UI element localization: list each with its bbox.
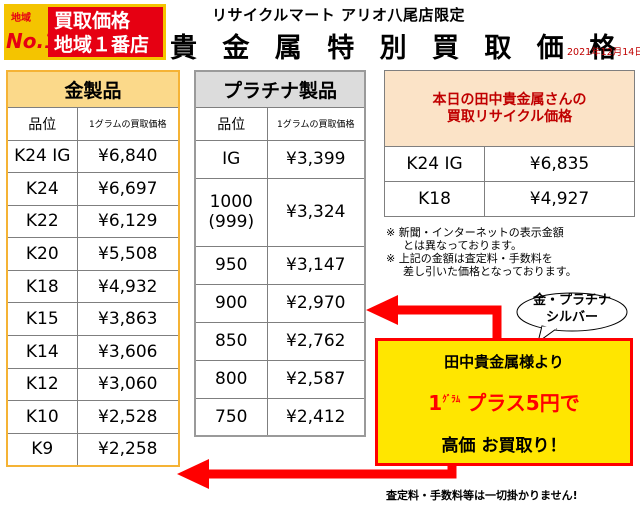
table-row: K14 ¥3,606 — [6, 335, 180, 369]
table-row: IG ¥3,399 — [194, 139, 366, 179]
platinum-col-grade: 品位 — [194, 106, 268, 141]
grade-cell: 950 — [194, 245, 268, 285]
table-row: K20 ¥5,508 — [6, 237, 180, 271]
price-cell: ¥6,840 — [76, 139, 180, 174]
table-row: 1000 (999) ¥3,324 — [194, 177, 366, 247]
price-cell: ¥4,932 — [76, 269, 180, 304]
note-line: ※ 新聞・インターネットの表示金額 — [386, 226, 564, 239]
promo-line1: 田中貴金属様より — [444, 353, 564, 371]
grade-cell: K12 — [6, 367, 78, 402]
table-row: 800 ¥2,587 — [194, 359, 366, 399]
grade-cell: K24 IG — [384, 146, 485, 182]
price-cell: ¥5,508 — [76, 237, 180, 271]
grade-cell: 800 — [194, 359, 268, 399]
note-line: ※ 上記の金額は査定料・手数料を — [386, 252, 553, 265]
badge-line1: 買取価格 — [54, 9, 131, 32]
note-line: とは異なっております。 — [403, 239, 523, 252]
grade-cell: IG — [194, 139, 268, 179]
shop-name: リサイクルマート アリオ八尾店限定 — [212, 6, 465, 24]
grade-cell: K14 — [6, 335, 78, 369]
bubble-line1: 金・プラチナ — [532, 293, 611, 308]
arrow-to-platinum-900 — [366, 295, 502, 338]
today-caption-line1: 本日の田中貴金属さんの — [432, 91, 587, 108]
gold-col-grade: 品位 — [6, 106, 78, 141]
badge-region-label: 地域 — [11, 11, 31, 24]
grade-cell: 750 — [194, 397, 268, 437]
price-cell: ¥2,258 — [76, 432, 180, 467]
price-cell: ¥4,927 — [484, 181, 635, 217]
table-row: K18 ¥4,927 — [384, 181, 635, 217]
price-cell: ¥6,697 — [76, 172, 180, 206]
table-row: K24 IG ¥6,840 — [6, 139, 180, 174]
promo-amount-unit: ｸﾞﾗﾑ — [442, 395, 461, 405]
grade-cell: K20 — [6, 237, 78, 271]
grade-cell: K18 — [6, 269, 78, 304]
footer-note: 査定料・手数料等は一切掛かりません! — [386, 489, 578, 502]
price-cell: ¥6,835 — [484, 146, 635, 182]
price-cell: ¥3,147 — [266, 245, 366, 285]
table-row: K24 ¥6,697 — [6, 172, 180, 206]
promo-amount-text: プラス5円で — [466, 391, 580, 415]
date-label: 2021年12月14日 — [567, 47, 640, 58]
table-row: K15 ¥3,863 — [6, 302, 180, 337]
price-cell: ¥3,863 — [76, 302, 180, 337]
table-row: 850 ¥2,762 — [194, 321, 366, 361]
price-cell: ¥2,412 — [266, 397, 366, 437]
price-cell: ¥3,399 — [266, 139, 366, 179]
platinum-price-table: プラチナ製品 品位 1グラムの買取価格 IG ¥3,399 1000 (999) … — [194, 70, 367, 437]
price-cell: ¥3,060 — [76, 367, 180, 402]
grade-sub: (999) — [208, 212, 255, 232]
price-cell: ¥2,970 — [266, 283, 366, 323]
price-cell: ¥3,606 — [76, 335, 180, 369]
promo-amount-number: 1 — [428, 391, 443, 415]
platinum-col-price: 1グラムの買取価格 — [266, 106, 366, 141]
grade-cell: 850 — [194, 321, 268, 361]
bubble-line2: シルバー — [545, 310, 598, 325]
table-row: K12 ¥3,060 — [6, 367, 180, 402]
today-table-caption: 本日の田中貴金属さんの 買取リサイクル価格 — [384, 70, 635, 147]
grade-main: 1000 — [209, 192, 253, 212]
table-row: 750 ¥2,412 — [194, 397, 366, 437]
table-row: K22 ¥6,129 — [6, 204, 180, 239]
grade-cell: K15 — [6, 302, 78, 337]
price-cell: ¥2,587 — [266, 359, 366, 399]
promo-line2: 1ｸﾞﾗﾑ プラス5円で — [378, 387, 630, 416]
table-row: K18 ¥4,932 — [6, 269, 180, 304]
note-line: 差し引いた価格となっております。 — [403, 265, 577, 278]
grade-cell: K24 IG — [6, 139, 78, 174]
price-cell: ¥6,129 — [76, 204, 180, 239]
price-cell: ¥3,324 — [266, 177, 366, 247]
grade-cell: 1000 (999) — [194, 177, 268, 247]
today-caption-line2: 買取リサイクル価格 — [446, 108, 573, 125]
price-cell: ¥2,762 — [266, 321, 366, 361]
gold-price-table: 金製品 品位 1グラムの買取価格 K24 IG ¥6,840 K24 ¥6,697 … — [6, 70, 181, 467]
table-row: K24 IG ¥6,835 — [384, 146, 635, 182]
price-cell: ¥2,528 — [76, 400, 180, 434]
grade-cell: K18 — [384, 181, 485, 217]
grade-cell: 900 — [194, 283, 268, 323]
speech-bubble-text: 金・プラチナ シルバー — [514, 292, 630, 326]
gold-col-price: 1グラムの買取価格 — [76, 106, 180, 141]
region-no1-badge: 地域 No.1 買取価格 地域１番店 — [4, 4, 166, 60]
speech-bubble — [516, 292, 628, 344]
table-row: 950 ¥3,147 — [194, 245, 366, 285]
platinum-table-caption: プラチナ製品 — [194, 70, 366, 108]
grade-cell: K22 — [6, 204, 78, 239]
badge-no1-label: No.1 — [6, 29, 58, 53]
table-row: 900 ¥2,970 — [194, 283, 366, 323]
gold-table-caption: 金製品 — [6, 70, 180, 108]
promo-box: 田中貴金属様より 1ｸﾞﾗﾑ プラス5円で 高価 お買取り！ — [375, 338, 633, 466]
badge-line2: 地域１番店 — [54, 33, 149, 56]
table-row: K9 ¥2,258 — [6, 432, 180, 467]
price-notes: ※ 新聞・インターネットの表示金額 とは異なっております。 ※ 上記の金額は査定… — [386, 226, 577, 278]
grade-cell: K24 — [6, 172, 78, 206]
page-title: 貴 金 属 特 別 買 取 価 格 — [170, 33, 625, 64]
tanaka-today-price-table: 本日の田中貴金属さんの 買取リサイクル価格 K24 IG ¥6,835 K18 ¥4… — [384, 70, 635, 217]
grade-cell: K9 — [6, 432, 78, 467]
table-row: K10 ¥2,528 — [6, 400, 180, 434]
promo-line3: 高価 お買取り！ — [441, 436, 567, 456]
grade-cell: K10 — [6, 400, 78, 434]
